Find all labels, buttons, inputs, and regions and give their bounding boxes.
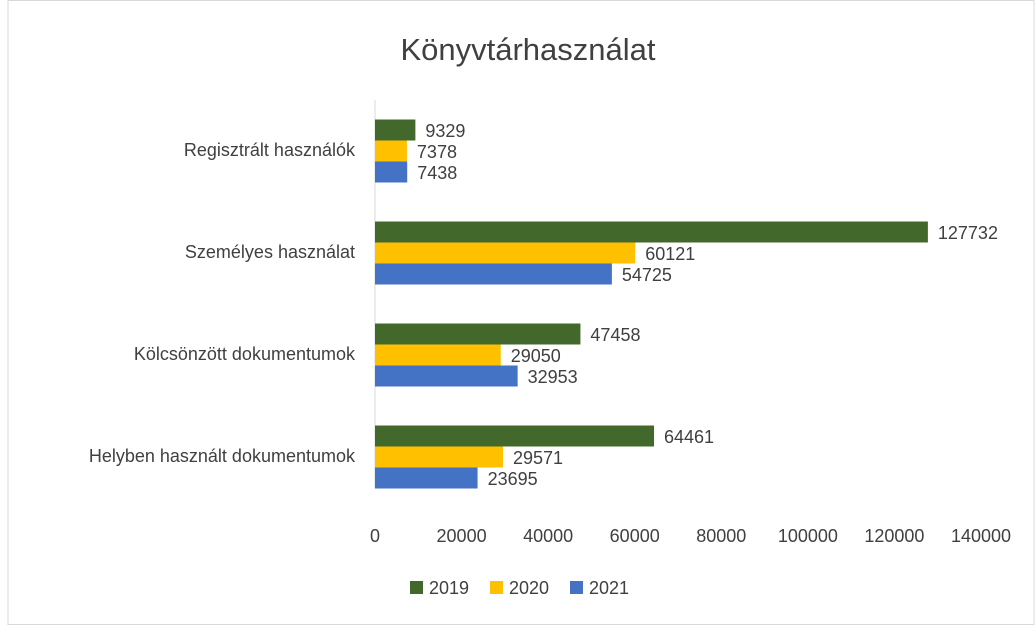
bar — [375, 242, 636, 264]
bar — [375, 221, 928, 243]
data-label: 7378 — [417, 142, 457, 162]
bar — [375, 344, 501, 366]
y-tick-label: Regisztrált használók — [184, 140, 356, 160]
data-label: 7438 — [417, 163, 457, 183]
data-label: 54725 — [622, 265, 672, 285]
bar — [375, 161, 408, 183]
bar — [375, 323, 581, 345]
legend-label: 2019 — [429, 578, 469, 598]
legend-swatch — [410, 581, 423, 594]
x-tick-label: 60000 — [610, 526, 660, 546]
bar — [375, 467, 478, 489]
bar — [375, 446, 504, 468]
legend-swatch — [570, 581, 583, 594]
data-label: 32953 — [528, 367, 578, 387]
chart-border — [7, 0, 1035, 625]
data-label: 127732 — [938, 223, 998, 243]
x-tick-label: 140000 — [951, 526, 1011, 546]
chart-title: Könyvtárhasználat — [400, 32, 655, 67]
x-tick-label: 100000 — [778, 526, 838, 546]
y-tick-label: Helyben használt dokumentumok — [89, 446, 356, 466]
y-tick-label: Személyes használat — [185, 242, 355, 262]
data-label: 29050 — [511, 346, 561, 366]
data-label: 23695 — [488, 469, 538, 489]
y-tick-label: Kölcsönzött dokumentumok — [134, 344, 356, 364]
data-label: 47458 — [590, 325, 640, 345]
bar — [375, 140, 407, 162]
legend-label: 2020 — [509, 578, 549, 598]
bar — [375, 263, 612, 285]
x-tick-label: 120000 — [864, 526, 924, 546]
legend-swatch — [490, 581, 503, 594]
x-tick-label: 80000 — [696, 526, 746, 546]
data-label: 29571 — [513, 448, 563, 468]
x-tick-label: 20000 — [437, 526, 487, 546]
data-label: 60121 — [645, 244, 695, 264]
x-tick-label: 0 — [370, 526, 380, 546]
data-label: 64461 — [664, 427, 714, 447]
data-label: 9329 — [425, 121, 465, 141]
bar — [375, 365, 518, 387]
x-tick-label: 40000 — [523, 526, 573, 546]
bar — [375, 425, 655, 447]
legend-label: 2021 — [589, 578, 629, 598]
bar — [375, 119, 416, 141]
